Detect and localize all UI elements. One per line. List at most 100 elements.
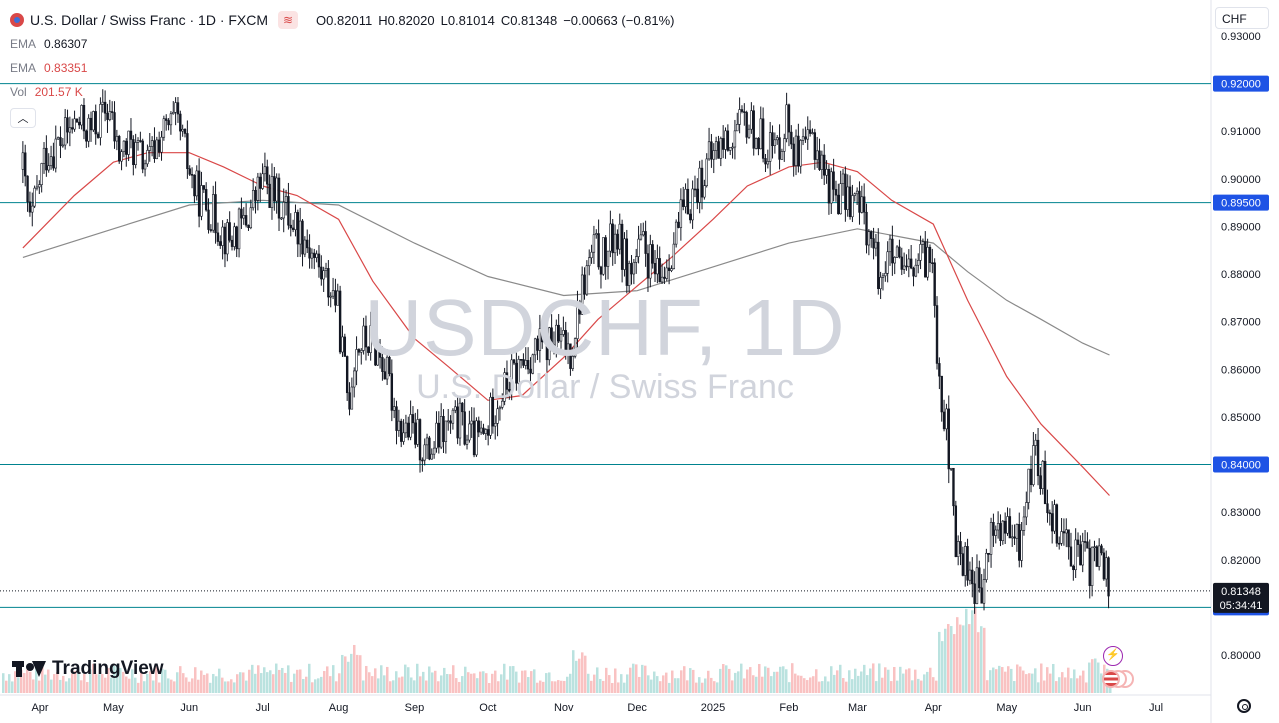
candle-body <box>291 227 295 230</box>
volume-bar <box>233 682 236 693</box>
candle-body <box>94 111 97 135</box>
volume-bar <box>839 664 842 693</box>
volume-bar <box>551 681 554 693</box>
candle-body <box>613 233 617 254</box>
candle-body <box>385 356 389 380</box>
volume-bar <box>1034 668 1037 693</box>
candle-body <box>1058 542 1061 545</box>
tradingview-logo[interactable]: TradingView <box>12 658 164 680</box>
compare-icon[interactable]: ≋ <box>278 11 299 29</box>
candle-body <box>280 217 283 220</box>
volume-bar <box>221 677 224 693</box>
candle-body <box>996 523 1000 531</box>
candle-body <box>73 118 76 130</box>
candle-body <box>273 176 276 202</box>
volume-bar <box>131 669 134 693</box>
candle-body <box>294 212 297 230</box>
volume-bar <box>407 667 410 693</box>
volume-bar <box>197 679 200 693</box>
lightning-icon[interactable]: ⚡ <box>1103 646 1123 666</box>
candle-body <box>891 238 894 264</box>
volume-bar <box>605 667 608 693</box>
candle-body <box>524 360 527 366</box>
candle-body <box>858 190 861 213</box>
volume-bar <box>377 678 380 693</box>
volume-bar <box>815 669 818 693</box>
candle-body <box>853 193 856 196</box>
candle-body <box>284 196 288 203</box>
volume-bar <box>284 672 287 693</box>
candle-body <box>306 239 309 249</box>
candle-body <box>78 121 81 126</box>
currency-selector[interactable]: CHF <box>1215 7 1269 29</box>
candle-body <box>439 416 443 448</box>
candle-body <box>663 276 666 279</box>
level-label-bg <box>1213 75 1269 92</box>
candle-body <box>653 263 657 275</box>
volume-bar <box>416 663 419 693</box>
candle-body <box>804 136 807 140</box>
x-tick-label: Oct <box>479 702 496 714</box>
usd-chf-flag-icon <box>10 13 24 27</box>
candle-body <box>808 129 812 134</box>
candle-body <box>209 229 213 231</box>
candle-body <box>468 423 471 441</box>
candle-body <box>747 128 751 138</box>
candle-body <box>38 184 41 188</box>
volume-bar <box>794 673 797 693</box>
volume-bar <box>518 682 521 693</box>
candle-body <box>402 432 405 442</box>
candle-body <box>125 140 128 155</box>
us-flag-events-icon[interactable] <box>1102 670 1134 690</box>
volume-bar <box>881 677 884 693</box>
candle-body <box>649 244 652 279</box>
volume-bar <box>764 666 767 693</box>
volume-bar <box>782 666 785 693</box>
candle-body <box>226 222 229 255</box>
candle-body <box>416 419 419 445</box>
volume-bar <box>878 663 881 693</box>
candle-body <box>92 111 95 131</box>
x-tick-label: Aug <box>329 702 349 714</box>
candle-body <box>343 336 347 357</box>
candle-body <box>263 166 267 175</box>
volume-bar <box>281 667 284 693</box>
volume-row[interactable]: Vol 201.57 K <box>10 80 675 104</box>
candle-body <box>870 231 873 239</box>
candle-body <box>623 238 626 270</box>
candle-body <box>902 265 906 270</box>
candle-body <box>705 158 708 187</box>
candle-body <box>566 343 570 355</box>
candle-body <box>999 523 1002 541</box>
ema-fast-row[interactable]: EMA 0.83351 <box>10 56 675 80</box>
candle-body <box>738 109 741 125</box>
volume-bar <box>110 677 113 693</box>
volume-bar <box>164 669 167 693</box>
volume-bar <box>656 676 659 693</box>
collapse-legend-button[interactable]: ︿ <box>10 108 36 128</box>
candle-body <box>68 127 72 133</box>
volume-bar <box>71 673 74 693</box>
volume-bar <box>572 650 575 693</box>
symbol-title[interactable]: U.S. Dollar / Swiss Franc · 1D · FXCM <box>30 12 269 28</box>
volume-bar <box>638 676 641 693</box>
candle-body <box>47 165 50 171</box>
candle-body <box>884 272 887 277</box>
candle-body <box>935 305 939 364</box>
ema-slow-row[interactable]: EMA 0.86307 <box>10 32 675 56</box>
symbol-row[interactable]: U.S. Dollar / Swiss Franc · 1D · FXCM ≋ … <box>10 8 675 32</box>
volume-bar <box>626 674 629 693</box>
candle-body <box>851 195 854 218</box>
candle-body <box>444 420 448 442</box>
candle-body <box>301 220 304 255</box>
gear-icon[interactable] <box>1237 699 1251 713</box>
volume-bar <box>755 676 758 693</box>
candle-body <box>557 324 560 342</box>
candle-body <box>425 437 429 446</box>
y-tick-label: 0.83000 <box>1221 507 1261 519</box>
candle-body <box>266 166 269 185</box>
candle-body <box>778 137 781 160</box>
candle-body <box>954 505 958 557</box>
